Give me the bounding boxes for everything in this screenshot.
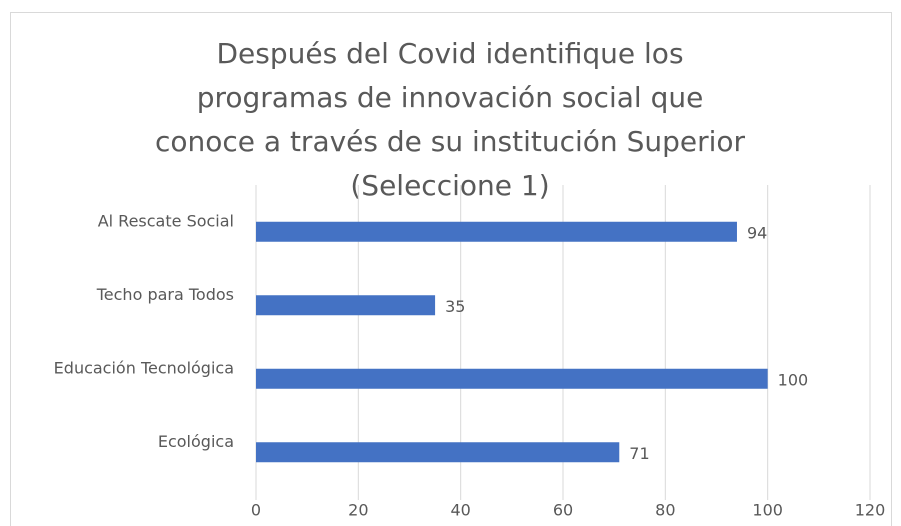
chart-title: Después del Covid identifique los progra… <box>154 37 746 202</box>
data-label: 71 <box>629 444 649 463</box>
data-label: 94 <box>747 223 767 242</box>
x-tick-label: 60 <box>553 501 573 520</box>
chart-frame <box>10 12 892 526</box>
y-tick-label: Ecológica <box>158 432 234 451</box>
x-tick-label: 20 <box>348 501 368 520</box>
y-tick-label: Educación Tecnológica <box>54 358 234 377</box>
bar <box>256 442 620 463</box>
data-label: 35 <box>445 297 465 316</box>
data-label: 100 <box>778 370 809 389</box>
x-tick-label: 100 <box>752 501 783 520</box>
y-tick-label: Al Rescate Social <box>98 211 234 230</box>
bar <box>256 368 768 389</box>
x-tick-label: 80 <box>655 501 675 520</box>
x-tick-label: 40 <box>450 501 470 520</box>
y-tick-label: Techo para Todos <box>96 285 234 304</box>
x-tick-label: 0 <box>251 501 261 520</box>
bar <box>256 221 737 242</box>
bar <box>256 295 436 316</box>
x-tick-label: 120 <box>855 501 886 520</box>
